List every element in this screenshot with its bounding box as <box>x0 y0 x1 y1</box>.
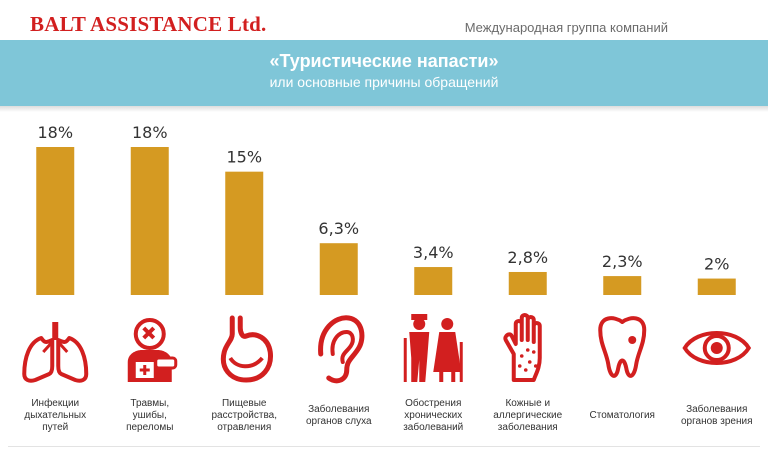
eye-icon <box>682 331 752 365</box>
bar <box>508 271 547 295</box>
chart-subtitle: или основные причины обращений <box>269 74 499 90</box>
bar-value-label: 15% <box>226 148 262 167</box>
bar-group: 2,3% Стоматология <box>590 252 655 421</box>
bar-group: 15% Пищевые расстройства, отравления <box>211 148 277 433</box>
bar-value-label: 18% <box>37 123 73 142</box>
category-label: Инфекции дыхательных путей <box>24 397 86 433</box>
bar-value-label: 3,4% <box>413 243 454 262</box>
bar-group: 3,4% Обострения хронических заболеваний <box>403 243 463 433</box>
stomach-icon <box>220 315 273 383</box>
bar-group: 18% Травмы, ушибы, переломы <box>126 123 178 433</box>
bar <box>697 278 736 295</box>
bar-value-label: 6,3% <box>318 219 359 238</box>
injured-person-icon <box>127 318 178 382</box>
banner-shadow <box>0 106 768 112</box>
bottom-divider <box>8 446 760 447</box>
bar <box>319 243 358 295</box>
bar-value-label: 18% <box>132 123 168 142</box>
category-label: Кожные и аллергические заболевания <box>493 398 562 433</box>
ear-icon <box>318 315 365 384</box>
category-label: Заболевания органов слуха <box>306 403 372 427</box>
category-label: Травмы, ушибы, переломы <box>126 398 173 433</box>
bar-group: 6,3% Заболевания органов слуха <box>306 219 372 427</box>
brand-logo: BALT ASSISTANCE Ltd. <box>30 12 267 36</box>
bar <box>130 147 169 295</box>
bar-value-label: 2% <box>704 255 729 274</box>
bar <box>414 267 453 295</box>
lungs-icon <box>22 322 89 383</box>
elderly-couple-icon <box>403 314 463 382</box>
tooth-icon <box>598 316 647 378</box>
category-label: Обострения хронических заболеваний <box>403 397 463 433</box>
bar-group: 2% Заболевания органов зрения <box>681 255 753 427</box>
bar-value-label: 2,8% <box>507 248 548 267</box>
category-label: Заболевания органов зрения <box>681 403 753 427</box>
bar <box>225 171 264 295</box>
title-banner: «Туристические напасти» или основные при… <box>0 40 768 106</box>
bar-value-label: 2,3% <box>602 252 643 271</box>
rash-hand-icon <box>503 313 542 382</box>
category-label: Пищевые расстройства, отравления <box>211 398 277 433</box>
chart-title: «Туристические напасти» <box>269 51 499 71</box>
bar <box>603 276 642 295</box>
company-tagline: Международная группа компаний <box>464 20 668 35</box>
bar-group: 2,8% Кожные и аллергические заболевания <box>493 248 562 433</box>
bar <box>36 147 75 295</box>
bar-group: 18% Инфекции дыхательных путей <box>22 123 89 433</box>
category-label: Стоматология <box>590 410 655 421</box>
